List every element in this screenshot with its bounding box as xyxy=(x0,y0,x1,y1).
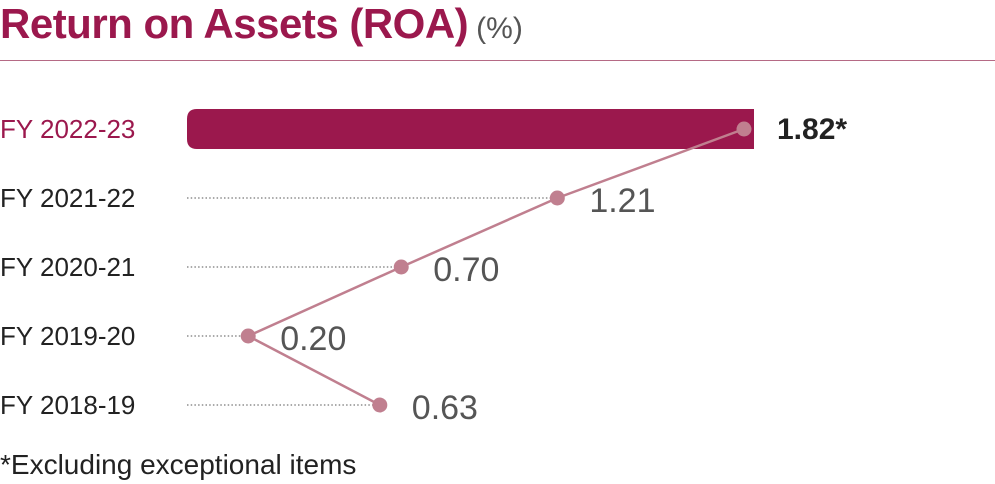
category-label: FY 2018-19 xyxy=(0,390,135,420)
value-label: 0.70 xyxy=(433,251,499,289)
value-label: 0.20 xyxy=(280,320,346,358)
roa-chart: FY 2022-23 FY 2021-22 FY 2020-21 FY 2019-20… xyxy=(0,109,847,427)
category-label: FY 2021-22 xyxy=(0,183,135,213)
bar-fy-2022-23 xyxy=(187,109,754,149)
category-label: FY 2022-23 xyxy=(0,114,135,144)
chart-unit: (%) xyxy=(476,12,523,45)
value-label: 1.21 xyxy=(589,182,655,220)
footnote: *Excluding exceptional items xyxy=(0,449,357,480)
chart-title: Return on Assets (ROA) xyxy=(0,0,469,47)
data-point-fy-2022-23 xyxy=(736,121,752,137)
data-point-fy-2021-22 xyxy=(549,190,565,206)
data-point-fy-2018-19 xyxy=(372,397,388,413)
value-label: 1.82* xyxy=(777,113,847,146)
data-point-fy-2020-21 xyxy=(393,259,409,275)
title-divider xyxy=(0,60,995,61)
category-label: FY 2019-20 xyxy=(0,321,135,351)
data-point-fy-2019-20 xyxy=(240,328,256,344)
chart-title-block: Return on Assets (ROA) (%) xyxy=(0,0,523,50)
value-label: 0.63 xyxy=(412,389,478,427)
category-label: FY 2020-21 xyxy=(0,252,135,282)
